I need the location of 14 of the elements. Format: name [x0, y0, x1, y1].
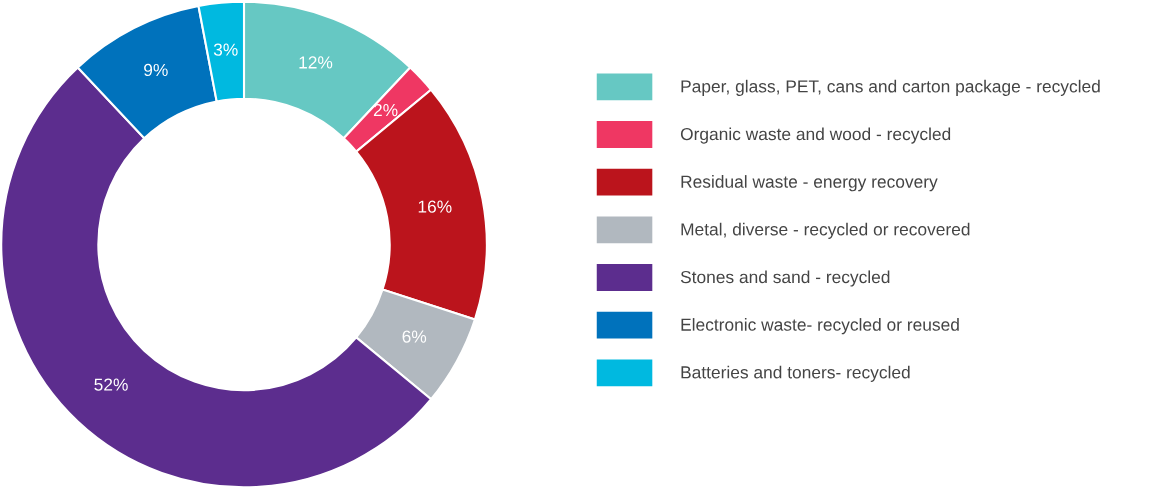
legend-label: Stones and sand - recycled — [680, 270, 890, 287]
data-label: 52% — [94, 378, 128, 391]
legend-label: Organic waste and wood - recycled — [680, 127, 951, 144]
data-label: 9% — [144, 63, 168, 77]
legend-label: Metal, diverse - recycled or recovered — [681, 222, 970, 239]
data-label: 3% — [213, 43, 238, 56]
legend-label: Electronic waste- recycled or reused — [681, 318, 959, 335]
data-label: 2% — [373, 103, 398, 117]
legend-label: Residual waste - energy recovery — [681, 175, 938, 192]
data-label: 6% — [402, 330, 427, 343]
data-label: 12% — [299, 56, 333, 69]
legend-label: Paper, glass, PET, cans and carton package - recycled — [681, 79, 1100, 96]
data-label: 16% — [418, 200, 452, 213]
legend-label: Batteries and toners- recycled — [681, 365, 910, 382]
